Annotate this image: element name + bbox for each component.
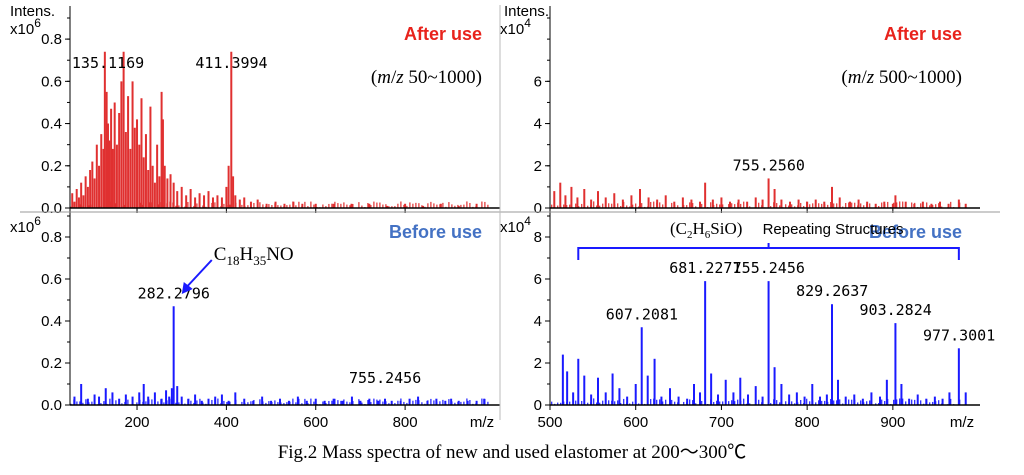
repeat-rest: SiO) [710,219,742,238]
peak-label: 755.2456 [733,259,805,277]
formula-annotation: C18H35NO [214,244,294,268]
peak-label: 607.2081 [606,305,678,323]
peak-label: 829.2637 [796,282,868,300]
x-tick-label: 800 [795,414,820,431]
x-axis-label: m/z [950,414,974,431]
y-tick-label: 0.6 [41,271,62,288]
annotation-arrow-shaft [185,259,213,289]
range-z: z [866,67,875,88]
peak-label: 755.2560 [733,156,805,174]
repeat-formula: (C2H6SiO) [670,219,742,241]
x-axis-label: m/z [470,414,494,431]
figure-caption: Fig.2 Mass spectra of new and used elast… [278,442,747,463]
formula-h: H [239,244,253,265]
formula-rest: NO [266,244,293,265]
y-axis-label: Intens. [504,3,549,20]
condition-label: After use [884,24,962,44]
x-tick-label: 500 [537,414,562,431]
y-tick-label: 0.0 [41,397,62,414]
range-note: (m/z 50~1000) [371,67,482,88]
y-tick-label: 2 [534,158,542,175]
range-rest: 50~1000) [404,67,482,88]
y-tick-label: 0 [534,397,542,414]
repeat-label: Repeating Structures [763,221,904,238]
y-tick-label: 0.2 [41,355,62,372]
range-m: m [848,67,862,88]
range-note: (m/z 500~1000) [841,67,962,88]
peak-label: 903.2824 [860,301,932,319]
panel-bottom-left: 0.0 0.2 0.4 0.6 0.8 200 400 600 800 m/z x106 Before… [10,204,500,431]
x-tick-label: 900 [880,414,905,431]
condition-label: Before use [869,222,962,242]
y-tick-label: 0.2 [41,158,62,175]
peak-label: 411.3994 [195,54,267,72]
peaks-top-right [551,178,970,208]
peak-label: 135.1169 [72,54,144,72]
peaks-bottom-right [551,281,970,405]
range-z: z [395,67,404,88]
y-multiplier: x104 [500,214,531,236]
repeat-c-sub: 2 [687,229,693,241]
range-slash: / [391,67,397,88]
y-tick-label: 0.0 [41,200,62,217]
peak-label: 755.2456 [349,369,421,387]
y-tick-label: 2 [534,355,542,372]
y-multiplier: x106 [10,16,41,38]
range-slash: / [861,67,867,88]
peak-label: 977.3001 [923,326,995,344]
repeat-h-sub: 6 [705,229,711,241]
y-multiplier-exp: 6 [34,16,41,30]
x-tick-label: 200 [125,414,150,431]
y-tick-label: 0.6 [41,73,62,90]
formula-h-sub: 35 [253,253,266,268]
x-tick-label: 600 [303,414,328,431]
range-rest: 500~1000) [874,67,962,88]
y-multiplier-base: x10 [10,21,34,38]
y-tick-label: 0.4 [41,116,62,133]
y-tick-label: 8 [534,229,542,246]
y-multiplier-exp: 6 [34,214,41,228]
y-multiplier: x104 [500,16,531,38]
peaks-bottom-left [70,306,489,405]
x-tick-label: 400 [214,414,239,431]
y-tick-label: 0.8 [41,31,62,48]
peak-label: 681.2271 [669,259,741,277]
y-tick-label: 0 [534,200,542,217]
peak-label: 282.2796 [138,284,210,302]
y-multiplier: x106 [10,214,41,236]
condition-label: Before use [389,222,482,242]
annotation-arrow-head [181,282,193,294]
y-tick-label: 4 [534,116,542,133]
y-tick-label: 6 [534,73,542,90]
repeat-h: H [693,219,705,238]
x-tick-label: 700 [709,414,734,431]
y-tick-label: 4 [534,313,542,330]
formula-c-sub: 18 [226,253,239,268]
range-open: ( [371,67,377,88]
y-tick-label: 0.8 [41,229,62,246]
x-tick-label: 800 [393,414,418,431]
x-tick-label: 600 [623,414,648,431]
formula-c: C [214,244,227,265]
range-m: m [377,67,391,88]
y-multiplier-exp: 4 [524,16,531,30]
y-axis-label: Intens. [10,3,55,20]
y-tick-label: 0.4 [41,313,62,330]
repeat-open: (C [670,219,687,238]
y-tick-label: 6 [534,271,542,288]
y-multiplier-base: x10 [10,219,34,236]
range-open: ( [841,67,847,88]
y-multiplier-exp: 4 [524,214,531,228]
y-multiplier-base: x10 [500,21,524,38]
y-multiplier-base: x10 [500,219,524,236]
condition-label: After use [404,24,482,44]
